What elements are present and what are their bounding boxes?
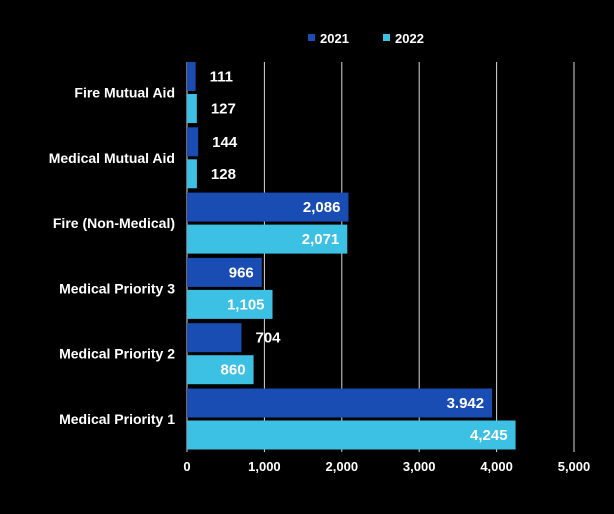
category-label: Medical Priority 2 bbox=[59, 346, 175, 362]
data-label: 111 bbox=[210, 69, 233, 86]
x-tick-label: 3,000 bbox=[403, 459, 436, 474]
category-label: Fire Mutual Aid bbox=[74, 85, 175, 101]
data-label: 2,086 bbox=[303, 199, 341, 216]
legend-label-2022: 2022 bbox=[395, 31, 424, 46]
bar-2022 bbox=[187, 159, 197, 189]
bar-2021 bbox=[187, 62, 196, 91]
data-label: 1,105 bbox=[227, 296, 265, 313]
x-tick-labels: 0 1,000 2,000 3,000 4,000 5,000 bbox=[183, 459, 590, 474]
x-tick-label: 0 bbox=[183, 459, 190, 474]
x-tick-label: 2,000 bbox=[326, 459, 359, 474]
category-labels: Fire Mutual Aid Medical Mutual Aid Fire (N… bbox=[49, 85, 175, 428]
data-label: 144 bbox=[212, 134, 238, 151]
bar-2022 bbox=[187, 420, 516, 450]
bar-2022 bbox=[187, 355, 254, 385]
bar-2021 bbox=[187, 192, 349, 222]
bar-2021 bbox=[187, 127, 199, 157]
bar-2021 bbox=[187, 388, 493, 418]
data-label: 704 bbox=[255, 330, 281, 347]
data-label: 128 bbox=[211, 166, 236, 183]
data-label: 860 bbox=[221, 362, 246, 379]
category-label: Fire (Non-Medical) bbox=[53, 215, 175, 231]
data-label: 2,071 bbox=[302, 231, 340, 248]
x-tick-label: 1,000 bbox=[248, 459, 281, 474]
legend-swatch-2021 bbox=[308, 34, 315, 41]
data-label: 4,245 bbox=[470, 427, 508, 444]
bar-2022 bbox=[187, 289, 273, 319]
data-label: 966 bbox=[229, 264, 254, 281]
data-label: 3.942 bbox=[447, 395, 485, 412]
bar-2022 bbox=[187, 224, 348, 254]
x-tick-label: 4,000 bbox=[480, 459, 513, 474]
bar-2021 bbox=[187, 323, 242, 353]
bar-2021 bbox=[187, 257, 262, 287]
legend: 2021 2022 bbox=[308, 31, 424, 46]
category-label: Medical Mutual Aid bbox=[49, 150, 175, 166]
legend-swatch-2022 bbox=[383, 34, 390, 41]
bars: 111 127 144 128 2,086 2,071 966 1,105 704 860 3.94… bbox=[187, 62, 516, 450]
x-tick-label: 5,000 bbox=[558, 459, 591, 474]
gridlines bbox=[186, 62, 575, 452]
bar-2022 bbox=[187, 94, 197, 123]
category-label: Medical Priority 1 bbox=[59, 411, 175, 427]
legend-label-2021: 2021 bbox=[320, 31, 349, 46]
category-label: Medical Priority 3 bbox=[59, 280, 175, 296]
data-label: 127 bbox=[211, 101, 236, 118]
